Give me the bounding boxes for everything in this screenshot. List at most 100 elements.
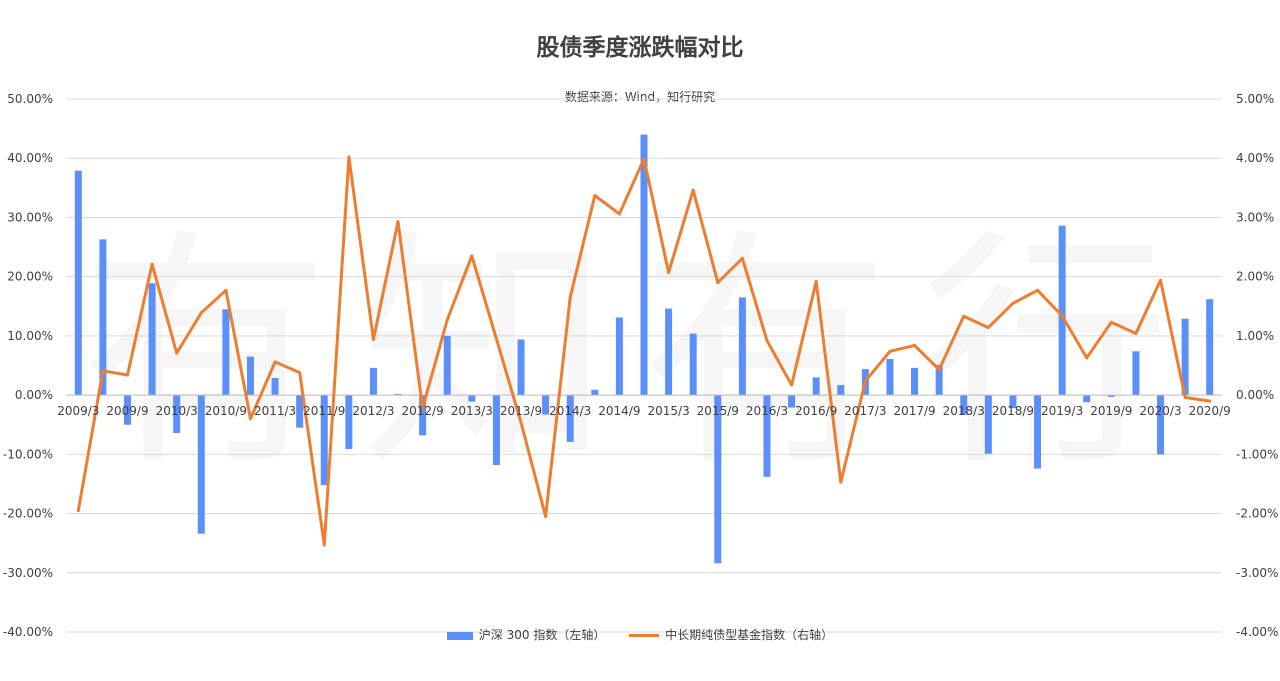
legend-swatch-line [629, 634, 660, 637]
bar [984, 395, 992, 454]
line-point [1134, 332, 1138, 336]
line-point [494, 337, 498, 341]
x-tick-label: 2009/3 [57, 404, 99, 418]
y-left-tick-label: -20.00% [3, 507, 53, 521]
legend-label-line: 中长期纯债型基金指数（右轴） [665, 628, 834, 642]
bar [886, 358, 894, 396]
watermark-text: 有知有行 [80, 208, 1200, 499]
bar [738, 297, 746, 396]
x-tick-label: 2017/9 [893, 404, 935, 418]
bar [443, 335, 451, 396]
bar [1058, 225, 1066, 396]
bar [419, 395, 427, 436]
line-point [125, 373, 129, 377]
x-tick-label: 2015/9 [697, 404, 739, 418]
x-tick-label: 2013/9 [500, 404, 542, 418]
y-left-tick-label: 10.00% [7, 329, 53, 343]
line-point [371, 337, 375, 341]
y-left-tick-label: -10.00% [3, 447, 53, 461]
chart-title: 股债季度涨跌幅对比 [536, 35, 744, 61]
x-tick-label: 2011/3 [254, 404, 296, 418]
line-point [175, 351, 179, 355]
bar [960, 395, 968, 415]
line-point [322, 543, 326, 547]
bar [714, 395, 722, 564]
y-left-tick-label: -30.00% [3, 566, 53, 580]
line-point [544, 515, 548, 519]
y-right-tick-label: -3.00% [1236, 566, 1278, 580]
line-point [150, 262, 154, 266]
bar [1181, 318, 1189, 396]
bar [689, 333, 697, 396]
bar [1009, 395, 1017, 409]
y-right-tick-label: 4.00% [1236, 151, 1274, 165]
y-right-tick-label: 3.00% [1236, 210, 1274, 224]
x-tick-label: 2010/9 [205, 404, 247, 418]
bar [148, 283, 156, 396]
x-tick-label: 2015/3 [647, 404, 689, 418]
line-point [962, 314, 966, 318]
x-tick-label: 2020/9 [1189, 404, 1231, 418]
x-tick-label: 2014/3 [549, 404, 591, 418]
y-right-tick-label: -2.00% [1236, 507, 1278, 521]
line-point [617, 212, 621, 216]
y-right-tick-label: 1.00% [1236, 329, 1274, 343]
bar [468, 395, 476, 402]
line-point [347, 155, 351, 159]
line-point [224, 288, 228, 292]
x-tick-label: 2019/9 [1090, 404, 1132, 418]
line-point [913, 343, 917, 347]
y-left-tick-label: 20.00% [7, 270, 53, 284]
y-right-tick-label: 2.00% [1236, 270, 1274, 284]
line-point [1183, 395, 1187, 399]
line-point [1109, 320, 1113, 324]
y-left-tick-label: -40.00% [3, 625, 53, 639]
line-point [298, 371, 302, 375]
line-point [248, 417, 252, 421]
bar [837, 385, 845, 396]
bar [123, 395, 131, 425]
legend-item-bar[interactable]: 沪深 300 指数（左轴） [446, 626, 605, 643]
bar [812, 377, 820, 396]
line-point [691, 188, 695, 192]
y-right-tick-label: 0.00% [1236, 388, 1274, 402]
legend: 沪深 300 指数（左轴） 中长期纯债型基金指数（右轴） [0, 626, 1280, 643]
bar [394, 393, 402, 396]
bar [517, 339, 525, 396]
line-point [1085, 356, 1089, 360]
x-tick-label: 2019/3 [1041, 404, 1083, 418]
bar [296, 395, 304, 428]
bar [222, 309, 230, 396]
x-tick-label: 2011/9 [303, 404, 345, 418]
legend-item-line[interactable]: 中长期纯债型基金指数（右轴） [629, 626, 833, 643]
line-point [863, 379, 867, 383]
line-point [790, 383, 794, 387]
line-point [839, 480, 843, 484]
line-point [1159, 278, 1163, 282]
x-tick-label: 2016/3 [746, 404, 788, 418]
y-right-tick-label: 5.00% [1236, 92, 1274, 106]
x-tick-label: 2010/3 [156, 404, 198, 418]
y-left-tick-label: 0.00% [15, 388, 53, 402]
bar [197, 395, 205, 534]
line-point [1208, 399, 1212, 403]
x-tick-label: 2014/9 [598, 404, 640, 418]
y-right-tick-label: -4.00% [1236, 625, 1278, 639]
bar [665, 308, 673, 396]
chart-subtitle: 数据来源：Wind，知行研究 [564, 90, 716, 104]
line-point [1011, 301, 1015, 305]
line-point [716, 281, 720, 285]
line-point [470, 254, 474, 258]
bar [935, 364, 943, 396]
line-point [986, 326, 990, 330]
x-tick-label: 2018/3 [943, 404, 985, 418]
line-point [937, 368, 941, 372]
line-point [814, 279, 818, 283]
line-point [740, 256, 744, 260]
bar [1083, 395, 1091, 403]
bar [615, 317, 623, 396]
line-point [421, 406, 425, 410]
bar [1132, 351, 1140, 396]
bar [1107, 395, 1115, 397]
bar [74, 170, 82, 396]
